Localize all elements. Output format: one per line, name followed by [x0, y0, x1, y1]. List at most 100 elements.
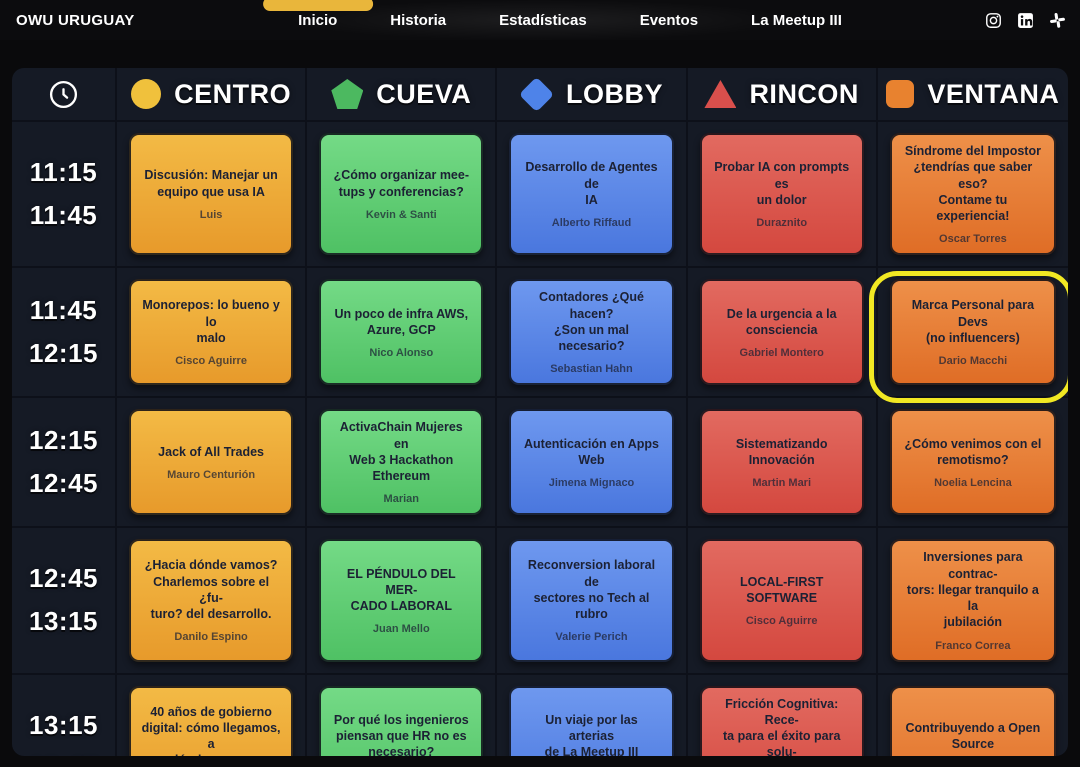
schedule-cell: Fricción Cognitiva: Rece- ta para el éxi… [688, 674, 878, 757]
talk-speaker: Sebastian Hahn [550, 363, 633, 376]
schedule-cell: Probar IA con prompts es un dolor Durazni… [688, 122, 878, 267]
nav-item-label: Inicio [298, 11, 338, 29]
talk-title: Contadores ¿Qué hacen? ¿Son un mal neces… [539, 290, 644, 353]
talk-title: Síndrome del Impostor ¿tendrías que sabe… [904, 144, 1041, 223]
talk-card[interactable]: Probar IA con prompts es un dolor Durazni… [699, 133, 864, 256]
top-nav: OWU URUGUAY Inicio Historia Estadísticas… [0, 0, 1080, 40]
talk-card[interactable]: Un poco de infra AWS, Azure, GCP Nico Alo… [319, 279, 484, 386]
schedule-row: 11:45 12:15 Monorepos: lo bueno y lo malo C… [12, 266, 1068, 404]
instagram-icon[interactable] [985, 12, 1002, 29]
nav-item-la-meetup-iii[interactable]: La Meetup III [751, 12, 842, 29]
talk-card[interactable]: Sistematizando Innovación Martin Mari [699, 409, 864, 516]
talk-card[interactable]: EL PÉNDULO DEL MER- CADO LABORAL Juan Mel… [319, 539, 484, 662]
talk-card[interactable]: 40 años de gobierno digital: cómo llegam… [129, 685, 294, 756]
column-header-cueva: CUEVA [307, 68, 498, 120]
nav-item-eventos[interactable]: Eventos [640, 12, 698, 29]
talk-card[interactable]: Discusión: Manejar un equipo que usa IA L… [129, 133, 294, 256]
schedule-cell: Autenticación en Apps Web Jimena Mignaco [497, 398, 688, 527]
nav-item-label: Eventos [639, 11, 699, 29]
slack-icon[interactable] [1049, 12, 1066, 29]
talk-title: Fricción Cognitiva: Rece- ta para el éxi… [722, 696, 841, 757]
schedule-board: CENTRO CUEVA LOBBY RINCON VENTANA 11:15 1… [12, 68, 1068, 756]
schedule-cell: Síndrome del Impostor ¿tendrías que sabe… [878, 122, 1068, 266]
schedule-cell: Un viaje por las arterias de La Meetup I… [497, 674, 688, 756]
schedule-cell: LOCAL-FIRST SOFTWARE Cisco Aguirre [688, 528, 878, 673]
talk-card[interactable]: ¿Hacia dónde vamos? Charlemos sobre el ¿… [129, 539, 294, 662]
talk-title: ¿Hacia dónde vamos? Charlemos sobre el ¿… [144, 558, 278, 622]
talk-title: Inversiones para contrac- tors: llegar t… [906, 550, 1039, 630]
social-links [985, 0, 1066, 40]
talk-speaker: Valerie Perich [555, 631, 628, 644]
talk-card[interactable]: Marca Personal para Devs (no influencers… [889, 279, 1056, 386]
slot-end-time: 12:45 [29, 468, 98, 499]
column-header-ventana: VENTANA [878, 68, 1068, 120]
lobby-diamond-icon [518, 76, 555, 112]
talk-card[interactable]: Fricción Cognitiva: Rece- ta para el éxi… [699, 685, 864, 757]
talk-card[interactable]: ¿Cómo venimos con el remotismo? Noelia Le… [889, 409, 1056, 516]
slot-end-time: 12:15 [29, 338, 98, 369]
talk-title: Reconversion laboral de sectores no Tech… [527, 558, 656, 622]
talk-speaker: Noelia Lencina [934, 477, 1012, 489]
schedule-row: 12:45 13:15 ¿Hacia dónde vamos? Charlemos … [12, 526, 1068, 673]
talk-card[interactable]: Contadores ¿Qué hacen? ¿Son un mal neces… [509, 279, 674, 386]
talk-title: Jack of All Trades [158, 444, 265, 459]
time-slot: 12:45 13:15 [12, 528, 117, 673]
column-label: CUEVA [376, 78, 472, 109]
nav-menu: Inicio Historia Estadísticas Eventos La … [262, 0, 842, 40]
time-column-header [12, 68, 117, 120]
schedule-row: 13:15 13:45 40 años de gobierno digital: c… [12, 672, 1068, 757]
talk-card[interactable]: Contribuyendo a Open SourceEliana Rossel… [889, 685, 1056, 756]
schedule-cell: EL PÉNDULO DEL MER- CADO LABORAL Juan Mel… [307, 528, 498, 673]
talk-card[interactable]: Por qué los ingenieros piensan que HR no… [319, 685, 484, 756]
board-header: CENTRO CUEVA LOBBY RINCON VENTANA [12, 68, 1068, 122]
schedule-cell: Reconversion laboral de sectores no Tech… [497, 528, 688, 673]
talk-card[interactable]: De la urgencia a la consciencia Gabriel M… [699, 279, 864, 386]
talk-title: Sistematizando Innovación [735, 436, 828, 467]
nav-item-inicio[interactable]: Inicio [262, 0, 373, 29]
talk-card[interactable]: Reconversion laboral de sectores no Tech… [509, 539, 674, 662]
nav-item-historia[interactable]: Historia [390, 12, 446, 29]
talk-card[interactable]: Monorepos: lo bueno y lo malo Cisco Aguir… [129, 279, 294, 386]
talk-speaker: Juan Mello [372, 623, 430, 636]
talk-title: Monorepos: lo bueno y lo malo [142, 298, 280, 345]
talk-speaker: Mauro Centurión [167, 468, 256, 481]
talk-title: Probar IA con prompts es un dolor [714, 160, 850, 207]
slot-start-time: 12:45 [29, 563, 98, 594]
nav-item-label: Historia [390, 11, 447, 29]
talk-card[interactable]: Jack of All Trades Mauro Centurión [129, 409, 294, 516]
schedule-cell: Marca Personal para Devs (no influencers… [868, 268, 1068, 404]
cueva-pentagon-icon [331, 79, 364, 109]
column-label: RINCON [749, 78, 859, 109]
talk-speaker: Nico Alonso [369, 347, 434, 359]
talk-speaker: Kevin & Santi [365, 208, 437, 221]
centro-circle-icon [131, 79, 162, 109]
slot-end-time: 13:15 [29, 606, 98, 637]
talk-card[interactable]: Síndrome del Impostor ¿tendrías que sabe… [889, 133, 1056, 256]
schedule-cell: ¿Cómo organizar mee- tups y conferencias… [307, 122, 498, 267]
slot-end-time: 13:45 [29, 753, 98, 756]
talk-speaker: Gabriel Montero [739, 347, 824, 359]
nav-item-estadisticas[interactable]: Estadísticas [499, 12, 587, 29]
schedule-cell: ActivaChain Mujeres en Web 3 Hackathon E… [307, 398, 498, 527]
schedule-cell: Sistematizando Innovación Martin Mari [688, 398, 878, 527]
talk-card[interactable]: ¿Cómo organizar mee- tups y conferencias… [319, 133, 484, 256]
talk-card[interactable]: ActivaChain Mujeres en Web 3 Hackathon E… [319, 409, 484, 516]
talk-card[interactable]: LOCAL-FIRST SOFTWARE Cisco Aguirre [699, 539, 864, 662]
talk-title: Marca Personal para Devs (no influencers… [911, 298, 1035, 345]
time-slot: 11:15 11:45 [12, 122, 117, 267]
talk-card[interactable]: Inversiones para contrac- tors: llegar t… [889, 539, 1056, 662]
schedule-cell: De la urgencia a la consciencia Gabriel M… [688, 268, 878, 397]
linkedin-icon[interactable] [1017, 12, 1034, 29]
talk-speaker: Duraznito [756, 217, 808, 229]
ventana-square-icon [886, 80, 915, 108]
talk-card[interactable]: Autenticación en Apps Web Jimena Mignaco [509, 409, 674, 516]
talk-title: Un viaje por las arterias de La Meetup I… [544, 712, 639, 756]
time-slot: 11:45 12:15 [12, 268, 117, 397]
talk-card[interactable]: Un viaje por las arterias de La Meetup I… [509, 685, 674, 756]
column-header-lobby: LOBBY [497, 68, 688, 120]
talk-title: ¿Cómo organizar mee- tups y conferencias… [333, 168, 469, 199]
talk-title: Discusión: Manejar un equipo que usa IA [144, 168, 278, 199]
talk-card[interactable]: Desarrollo de Agentes de IA Alberto Riffa… [509, 133, 674, 256]
talk-title: 40 años de gobierno digital: cómo llegam… [141, 704, 281, 756]
talk-title: Contribuyendo a Open Source [905, 720, 1041, 752]
